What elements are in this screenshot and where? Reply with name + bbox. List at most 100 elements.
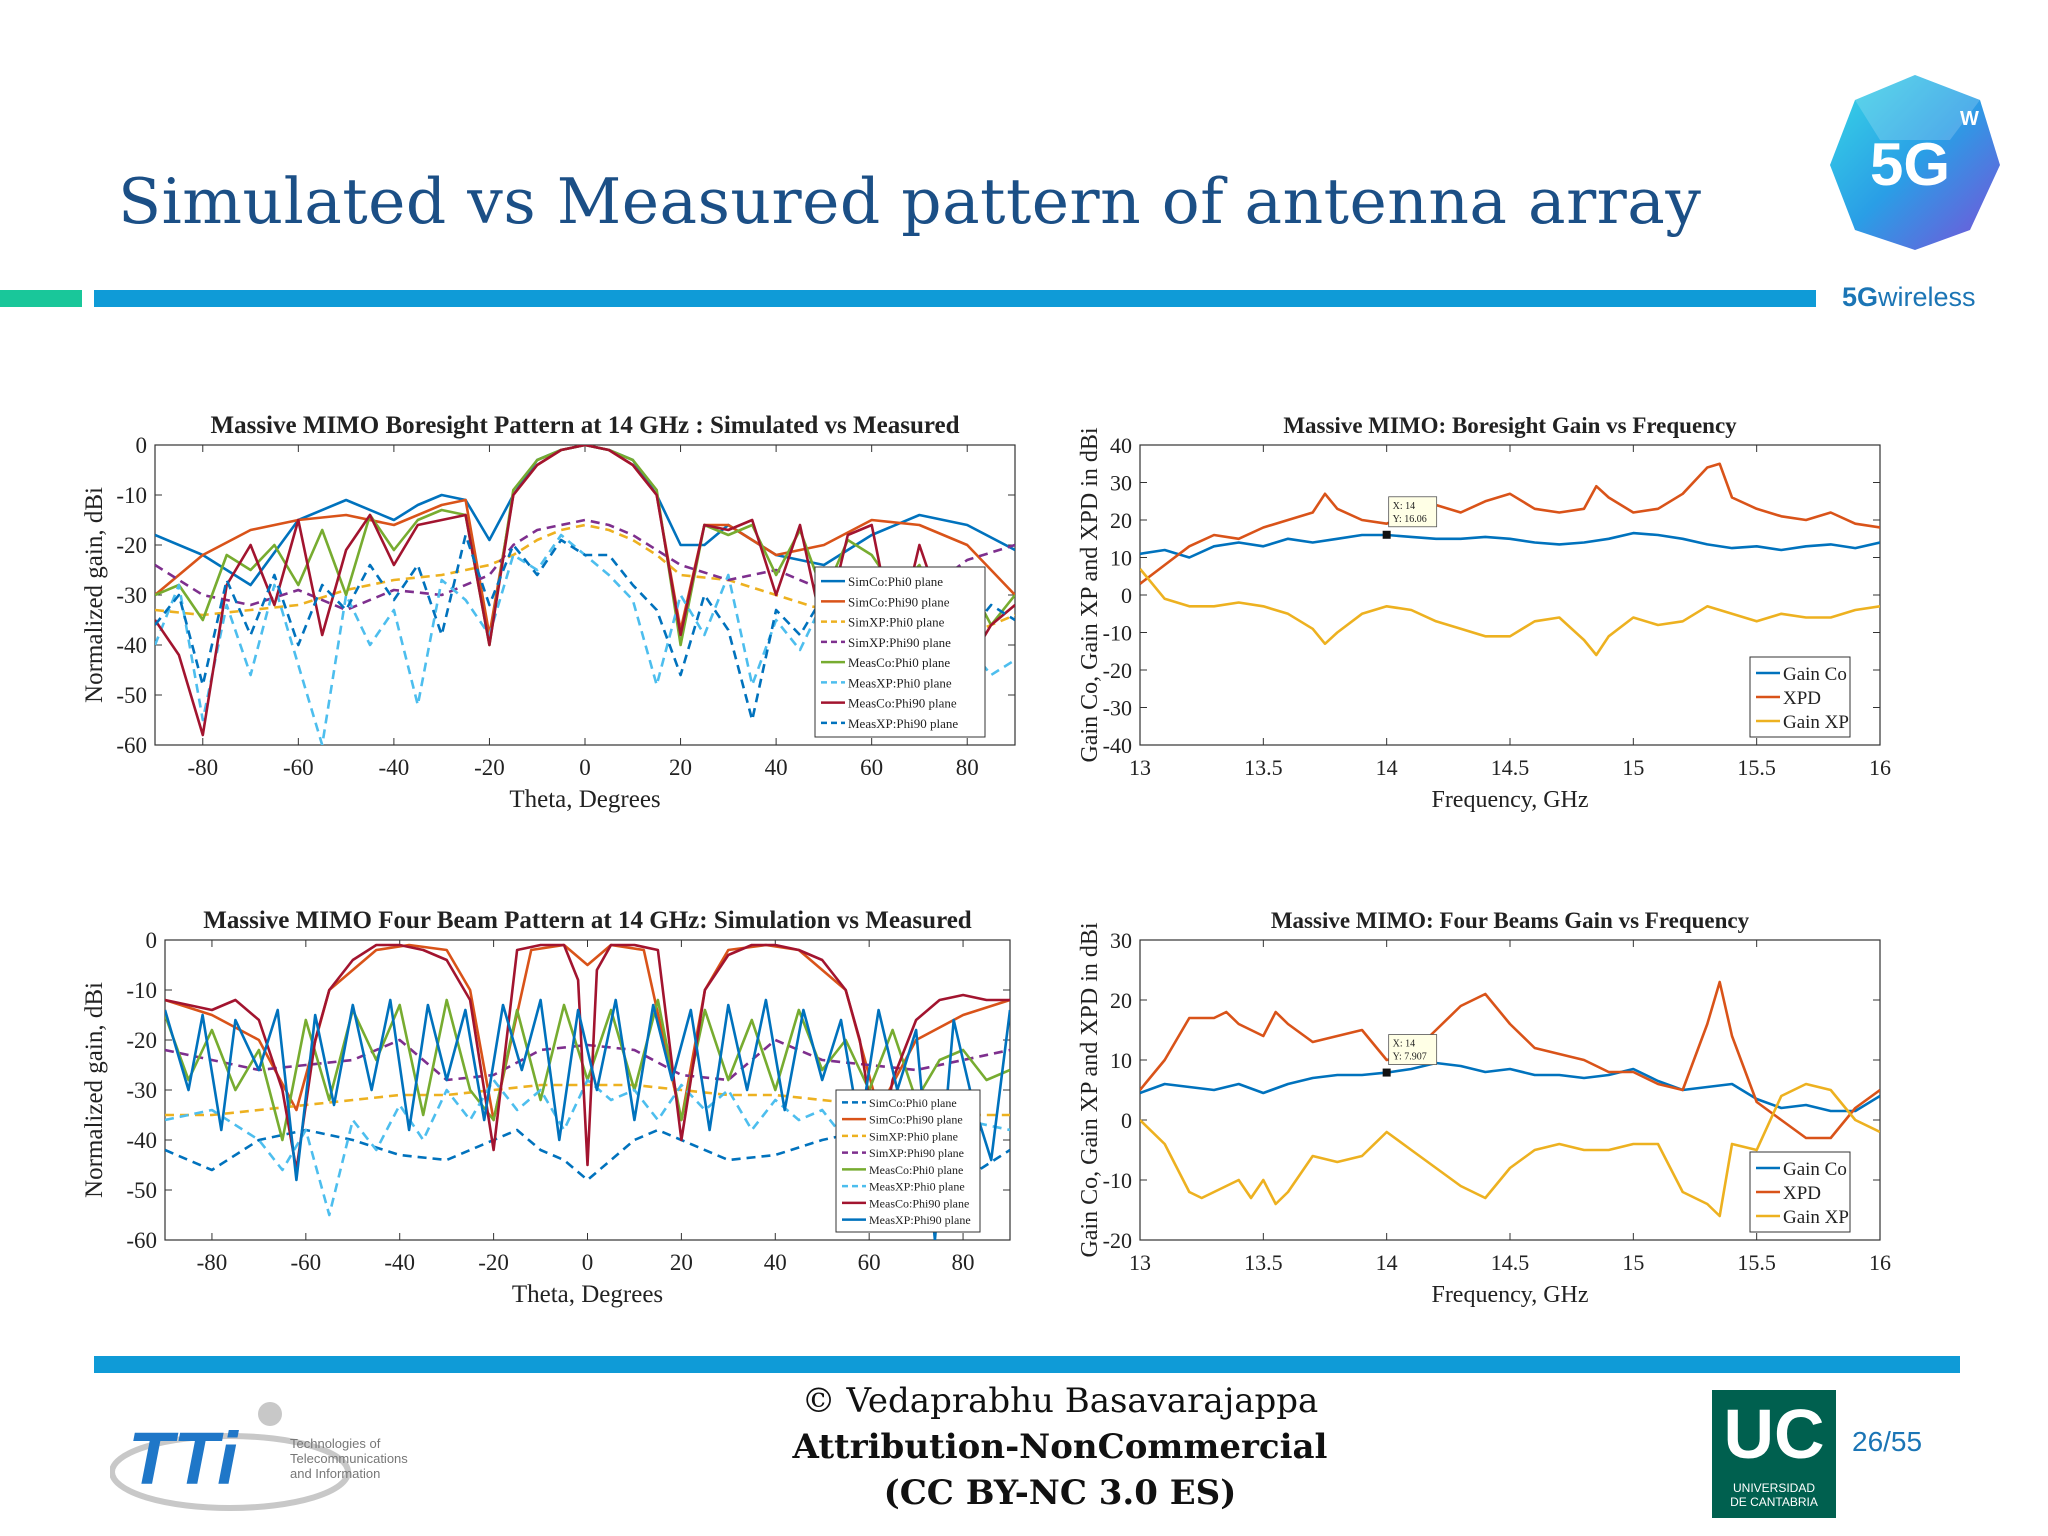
y-tick-label: -40	[1103, 733, 1132, 758]
x-tick-label: 80	[952, 1250, 975, 1275]
legend-label: MeasXP:Phi0 plane	[869, 1180, 965, 1194]
y-tick-label: -30	[126, 1078, 157, 1103]
x-tick-label: 20	[669, 755, 692, 780]
legend-label: MeasXP:Phi90 plane	[848, 716, 958, 731]
footer-divider	[94, 1356, 1960, 1373]
x-tick-label: -40	[384, 1250, 415, 1275]
y-tick-label: 0	[146, 928, 158, 953]
tti-line-2: Telecommunications	[290, 1451, 408, 1466]
datatip-box	[1388, 496, 1438, 528]
legend-label: Gain XP	[1783, 1207, 1849, 1228]
x-tick-label: 15.5	[1737, 1250, 1776, 1275]
y-tick-label: 0	[136, 433, 148, 458]
y-axis-label: Normalized gain, dBi	[81, 487, 108, 703]
legend	[814, 566, 986, 738]
brand-wordmark: 5Gwireless	[1842, 282, 1976, 313]
legend-label: SimXP:Phi0 plane	[848, 615, 945, 630]
legend-label: MeasXP:Phi0 plane	[848, 675, 952, 690]
x-tick-label: 15	[1622, 755, 1644, 780]
x-tick-label: 40	[765, 755, 788, 780]
y-tick-label: 10	[1110, 1048, 1132, 1073]
legend-label: MeasCo:Phi90 plane	[848, 696, 957, 711]
x-tick-label: -20	[474, 755, 505, 780]
chart-four-beam-pattern-svg: Massive MIMO Four Beam Pattern at 14 GHz…	[81, 907, 1011, 1308]
legend-label: XPD	[1783, 688, 1821, 709]
legend-label: SimCo:Phi0 plane	[869, 1096, 957, 1110]
series-line-4	[155, 445, 1015, 647]
legend-label: Gain Co	[1783, 1159, 1847, 1180]
series-line-6	[155, 445, 1015, 737]
y-tick-label: -30	[116, 583, 147, 608]
x-tick-label: 16	[1869, 1250, 1891, 1275]
y-tick-label: 10	[1110, 546, 1132, 571]
datatip-marker	[1382, 530, 1391, 539]
legend-label: SimXP:Phi90 plane	[848, 635, 951, 650]
y-tick-label: -20	[116, 533, 147, 558]
chart-boresight-pattern: Massive MIMO Boresight Pattern at 14 GHz…	[80, 400, 1040, 830]
tti-mark: TTi	[128, 1417, 239, 1500]
header-divider	[94, 290, 1816, 307]
x-tick-label: -40	[379, 755, 410, 780]
tti-line-3: and Information	[290, 1466, 380, 1481]
chart-four-beam-gain: Massive MIMO: Four Beams Gain vs Frequen…	[1075, 895, 1905, 1325]
series-line-0	[1140, 531, 1880, 559]
chart-title: Massive MIMO Four Beam Pattern at 14 GHz…	[203, 907, 972, 934]
legend	[835, 1089, 981, 1233]
x-tick-label: 0	[582, 1250, 594, 1275]
x-tick-label: -60	[290, 1250, 321, 1275]
chart-boresight-pattern-svg: Massive MIMO Boresight Pattern at 14 GHz…	[81, 412, 1016, 813]
y-tick-label: -60	[116, 733, 147, 758]
x-tick-label: -20	[478, 1250, 509, 1275]
chart-title: Massive MIMO: Boresight Gain vs Frequenc…	[1283, 413, 1737, 438]
x-tick-label: -80	[197, 1250, 228, 1275]
y-tick-label: -30	[1103, 696, 1132, 721]
tti-line-1: Technologies of	[290, 1436, 381, 1451]
y-tick-label: 0	[1121, 1108, 1132, 1133]
x-tick-label: 14	[1376, 1250, 1398, 1275]
y-tick-label: -50	[126, 1178, 157, 1203]
x-tick-label: 13	[1129, 1250, 1151, 1275]
legend-label: SimCo:Phi90 plane	[869, 1113, 963, 1127]
chart-title: Massive MIMO Boresight Pattern at 14 GHz…	[211, 412, 960, 439]
series-line-1	[1140, 980, 1880, 1140]
x-tick-label: 0	[579, 755, 591, 780]
y-tick-label: -20	[126, 1028, 157, 1053]
page-number: 26/55	[1852, 1426, 1923, 1457]
chart-boresight-gain: Massive MIMO: Boresight Gain vs Frequenc…	[1075, 400, 1905, 830]
y-tick-label: -10	[1103, 621, 1132, 646]
uc-logo-icon: UC UNIVERSIDAD DE CANTABRIA	[1712, 1390, 1836, 1518]
series-line-6	[165, 943, 1010, 1172]
x-tick-label: 60	[860, 755, 883, 780]
x-tick-label: 20	[670, 1250, 693, 1275]
x-tick-label: 60	[858, 1250, 881, 1275]
y-tick-label: 0	[1121, 583, 1132, 608]
x-tick-label: 40	[764, 1250, 787, 1275]
y-tick-label: 20	[1110, 508, 1132, 533]
series-line-5	[165, 1078, 1010, 1217]
legend-label: XPD	[1783, 1183, 1821, 1204]
x-tick-label: 14	[1376, 755, 1398, 780]
x-tick-label: 16	[1869, 755, 1891, 780]
y-tick-label: -10	[126, 978, 157, 1003]
legend-label: MeasXP:Phi90 plane	[869, 1213, 971, 1227]
x-tick-label: 14.5	[1491, 755, 1530, 780]
x-axis-label: Frequency, GHz	[1431, 787, 1588, 813]
logo-5g-text: 5G	[1870, 131, 1950, 198]
footer-license-name: Attribution-NonCommercial	[792, 1427, 1328, 1467]
x-tick-label: 80	[956, 755, 979, 780]
tti-logo-icon: TTi Technologies of Telecommunications a…	[109, 1392, 430, 1522]
x-axis-label: Frequency, GHz	[1431, 1282, 1588, 1308]
logo-5g-icon: 5G W	[1820, 70, 2010, 260]
series-line-1	[1140, 462, 1880, 585]
y-tick-label: -40	[116, 633, 147, 658]
y-tick-label: -10	[1103, 1168, 1132, 1193]
datatip-marker	[1382, 1068, 1391, 1077]
logo-5g-sup: W	[1960, 108, 1979, 130]
y-tick-label: -40	[126, 1128, 157, 1153]
brand-rest: wireless	[1878, 282, 1976, 312]
x-tick-label: 15.5	[1737, 755, 1776, 780]
y-tick-label: -50	[116, 683, 147, 708]
footer-license-code: (CC BY-NC 3.0 ES)	[883, 1473, 1237, 1513]
chart-four-beam-pattern: Massive MIMO Four Beam Pattern at 14 GHz…	[80, 895, 1040, 1325]
x-tick-label: 13.5	[1244, 755, 1283, 780]
